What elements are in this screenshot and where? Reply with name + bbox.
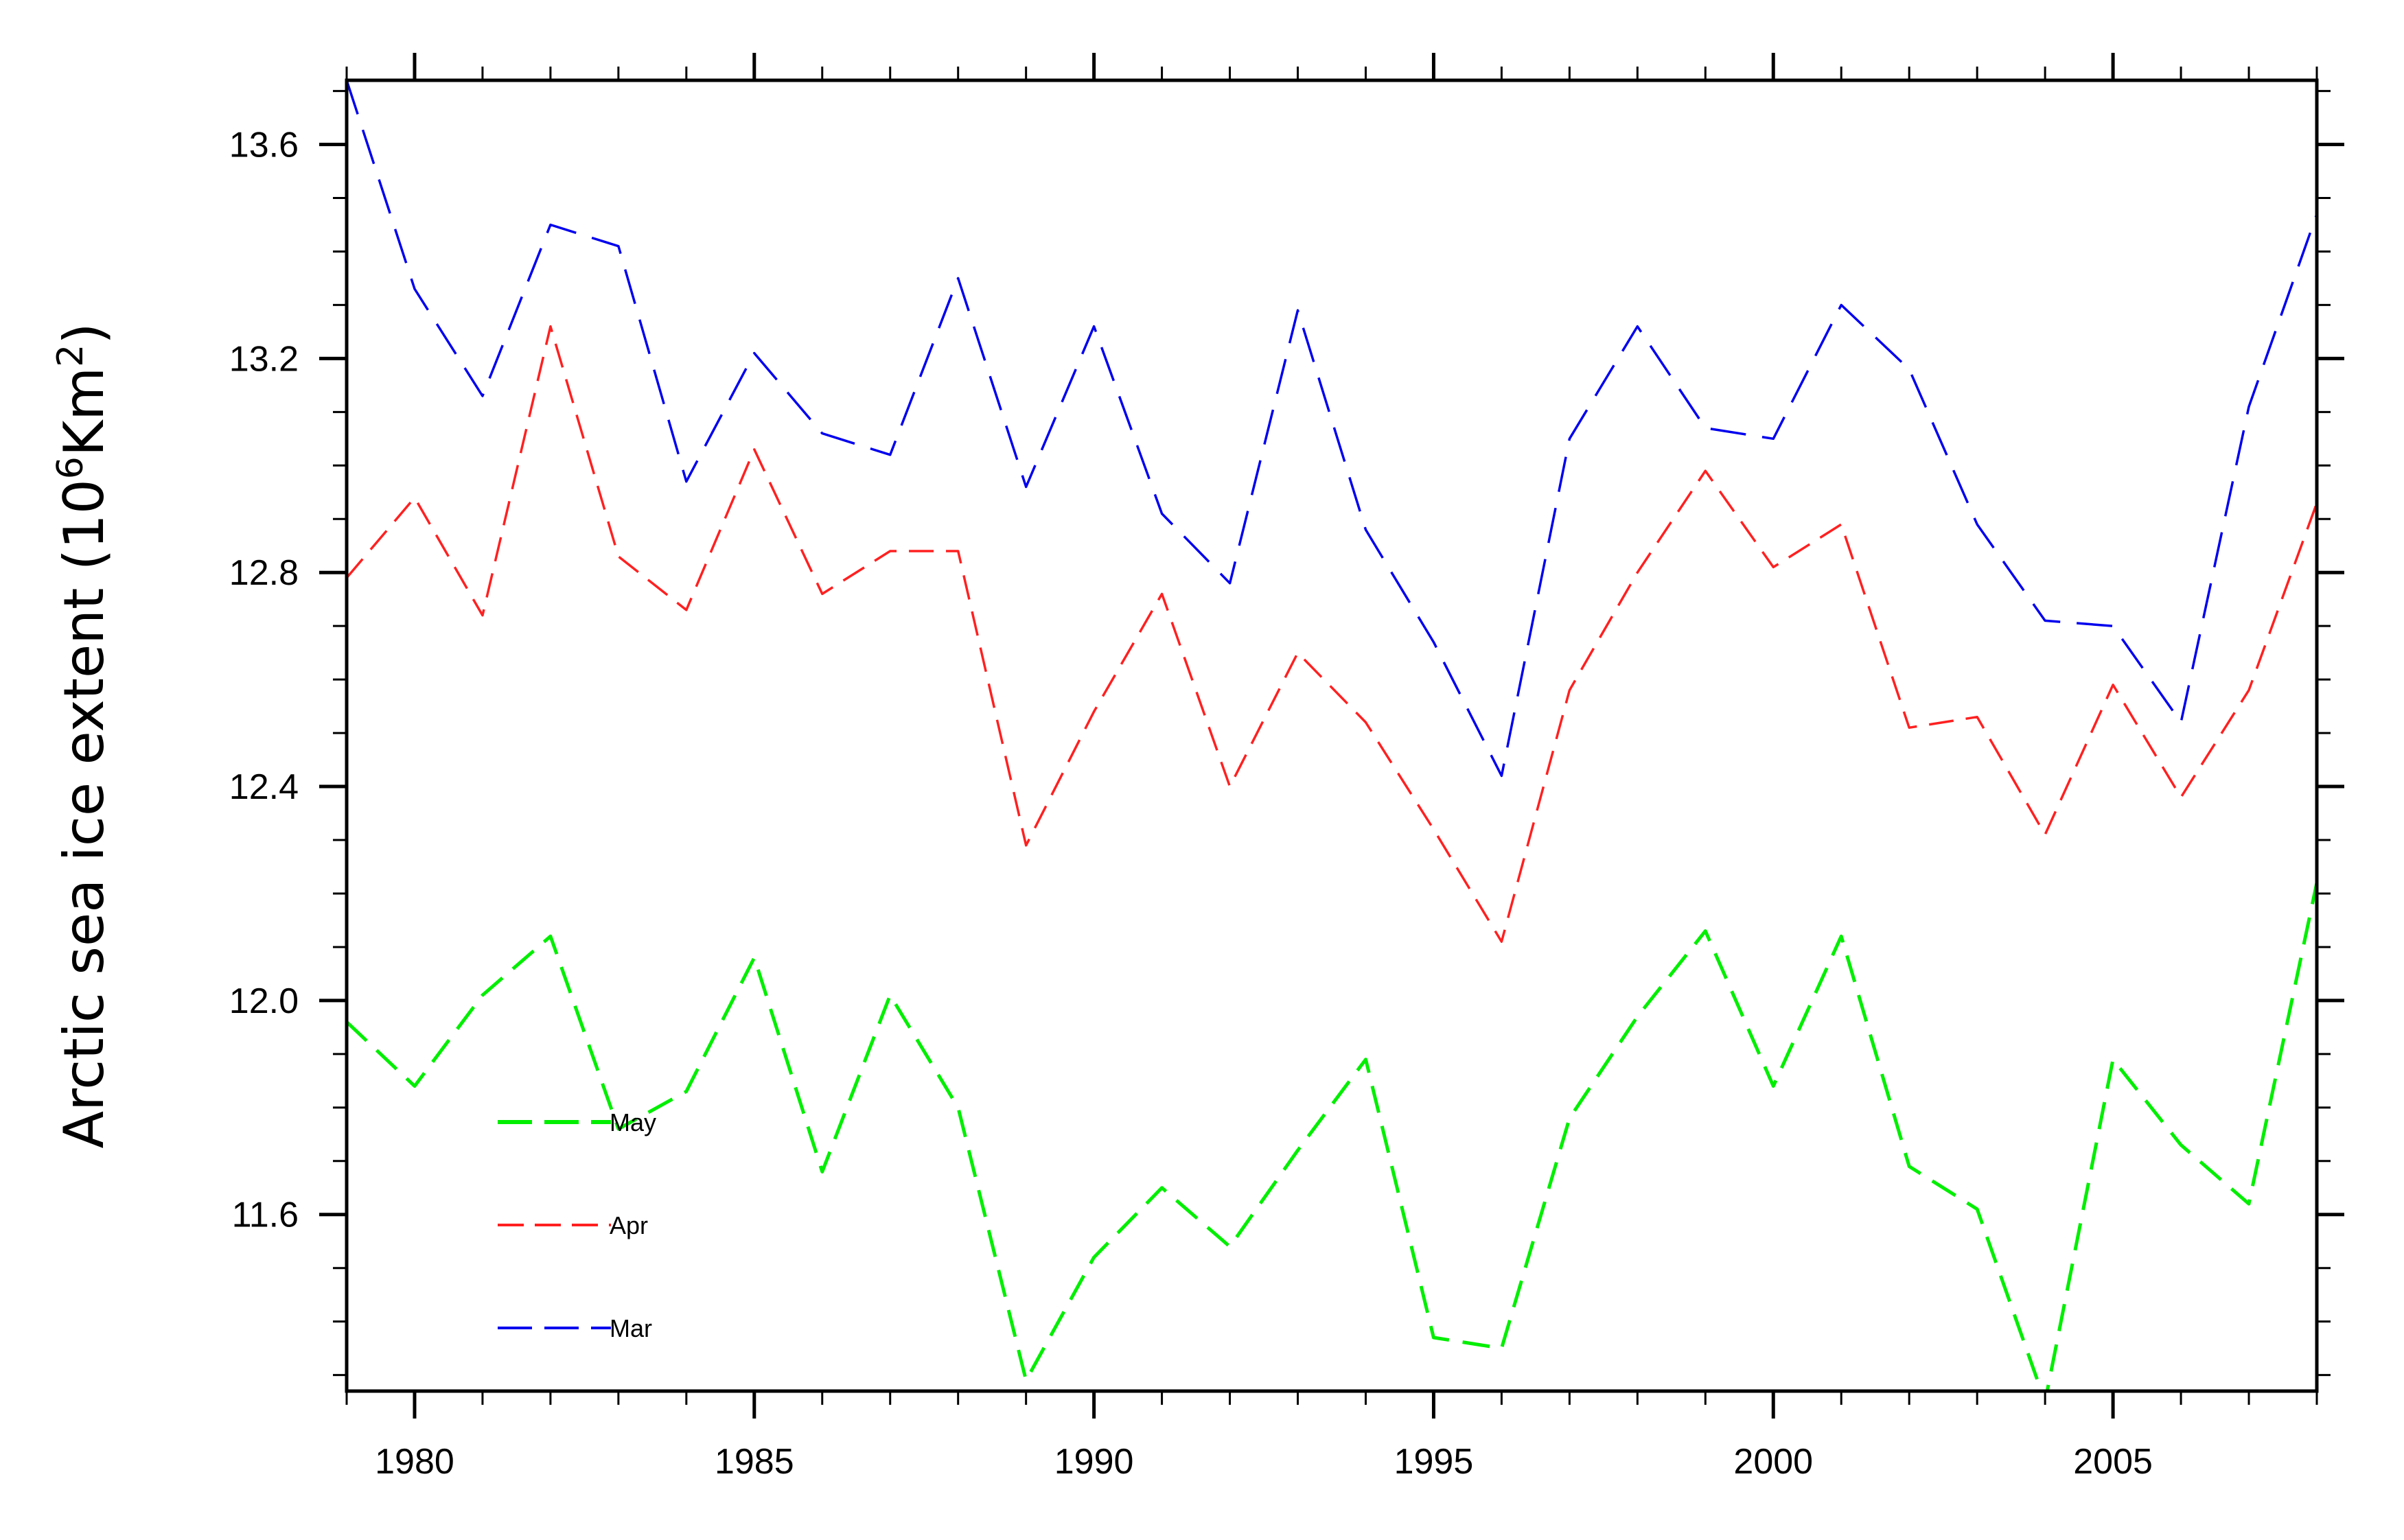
tick-marks: [319, 53, 2344, 1419]
legend: May Apr Mar: [498, 1108, 656, 1342]
legend-label-mar: Mar: [610, 1314, 652, 1342]
y-axis-title-sup2: 2: [50, 345, 91, 367]
y-axis-title: Arctic sea ice extent (106Km2): [50, 323, 116, 1148]
y-tick-label: 11.6: [232, 1195, 299, 1235]
x-tick-label: 1990: [1054, 1442, 1134, 1482]
x-tick-labels: 1980 1985 1990 1995 2000 2005: [375, 1442, 2153, 1482]
plot-frame: [345, 78, 2319, 1393]
series-line-may: [347, 882, 2317, 1391]
legend-label-apr: Apr: [610, 1211, 648, 1239]
x-tick-label: 1995: [1394, 1442, 1474, 1482]
y-tick-label: 12.8: [229, 553, 299, 593]
y-tick-label: 13.2: [229, 339, 299, 379]
series-line-mar: [347, 80, 2317, 778]
y-tick-labels: 11.6 12.0 12.4 12.8 13.2 13.6: [229, 126, 299, 1235]
series-lines: [347, 80, 2317, 1391]
y-axis-title-mid: Km: [52, 367, 116, 456]
y-axis-title-end: ): [52, 323, 116, 344]
x-tick-label: 1980: [375, 1442, 454, 1482]
x-tick-label: 1985: [715, 1442, 794, 1482]
x-tick-label: 2005: [2073, 1442, 2153, 1482]
y-axis-title-sup1: 6: [50, 456, 91, 479]
y-tick-label: 12.4: [229, 767, 299, 807]
y-axis-title-main: Arctic sea ice extent (10: [52, 479, 116, 1148]
legend-label-may: May: [610, 1108, 656, 1136]
series-line-apr: [347, 325, 2317, 943]
x-tick-label: 2000: [1733, 1442, 1813, 1482]
y-tick-label: 13.6: [229, 126, 299, 165]
y-tick-label: 12.0: [229, 981, 299, 1021]
